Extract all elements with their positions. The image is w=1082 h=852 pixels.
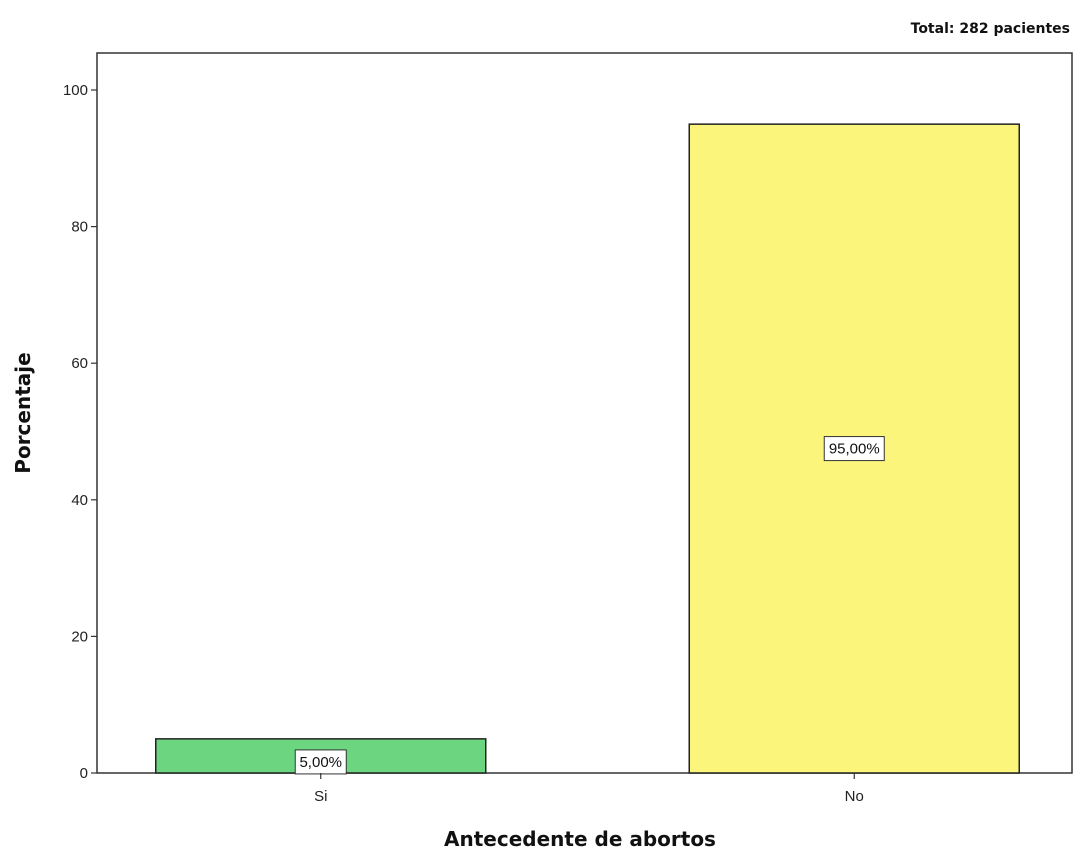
bar-no bbox=[688, 123, 1020, 774]
x-axis: Si No bbox=[314, 773, 864, 805]
y-axis-title: Porcentaje bbox=[11, 352, 35, 473]
y-tick-label: 100 bbox=[63, 82, 88, 99]
total-note: Total: 282 pacientes bbox=[911, 21, 1070, 37]
y-tick-label: 20 bbox=[71, 628, 88, 645]
y-tick-label: 0 bbox=[80, 765, 88, 782]
data-label-box bbox=[294, 749, 347, 775]
data-label-box bbox=[823, 436, 885, 462]
y-tick-label: 60 bbox=[71, 355, 88, 372]
x-tick-label: No bbox=[845, 788, 864, 805]
y-tick-label: 80 bbox=[71, 219, 88, 236]
x-axis-title: Antecedente de abortos bbox=[444, 827, 716, 851]
x-tick-label: Si bbox=[314, 788, 327, 805]
data-label: 5,00% bbox=[299, 754, 342, 771]
y-axis: 0 20 40 60 80 100 bbox=[63, 82, 97, 782]
bars: 5,00% 95,00% bbox=[155, 123, 1020, 775]
y-tick-label: 40 bbox=[71, 492, 88, 509]
data-label: 95,00% bbox=[829, 441, 880, 458]
